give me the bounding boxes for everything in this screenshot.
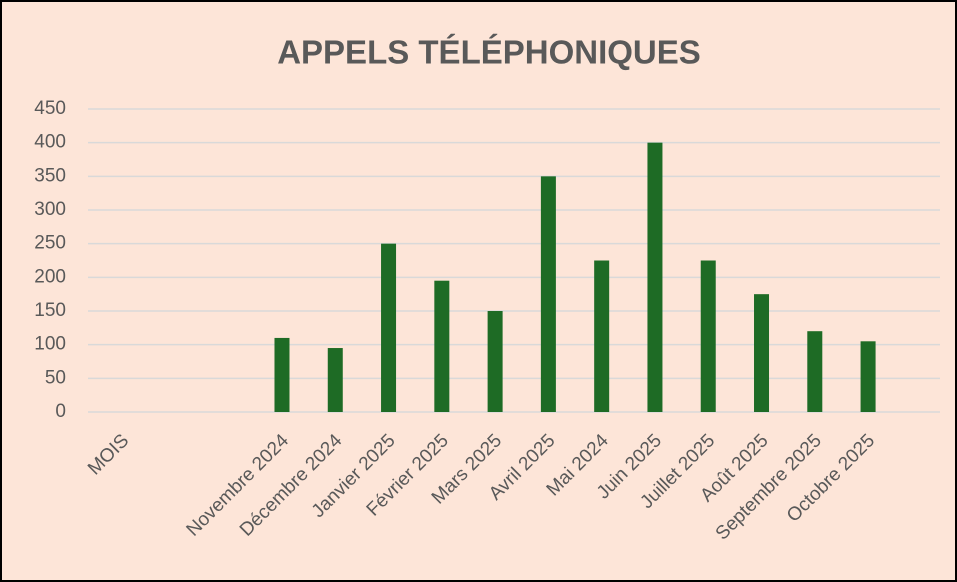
bar <box>327 348 343 412</box>
chart-title: APPELS TÉLÉPHONIQUES <box>277 34 701 71</box>
bar <box>807 331 823 412</box>
y-tick-label: 100 <box>34 334 66 355</box>
bar <box>434 280 450 412</box>
bar <box>381 243 397 412</box>
bar <box>274 337 290 412</box>
y-tick-label: 400 <box>34 132 66 153</box>
y-tick-label: 250 <box>34 233 66 254</box>
bar <box>487 311 503 412</box>
bar <box>594 260 610 412</box>
y-tick-label: 300 <box>34 199 66 220</box>
y-tick-label: 450 <box>34 98 66 119</box>
y-tick-label: 150 <box>34 300 66 321</box>
y-tick-label: 0 <box>55 401 66 422</box>
bar <box>754 294 770 412</box>
y-tick-label: 50 <box>45 367 66 388</box>
bar <box>647 142 663 412</box>
y-tick-label: 200 <box>34 266 66 287</box>
bar <box>700 260 716 412</box>
bar <box>540 176 556 412</box>
y-tick-label: 350 <box>34 165 66 186</box>
bar <box>860 341 876 412</box>
